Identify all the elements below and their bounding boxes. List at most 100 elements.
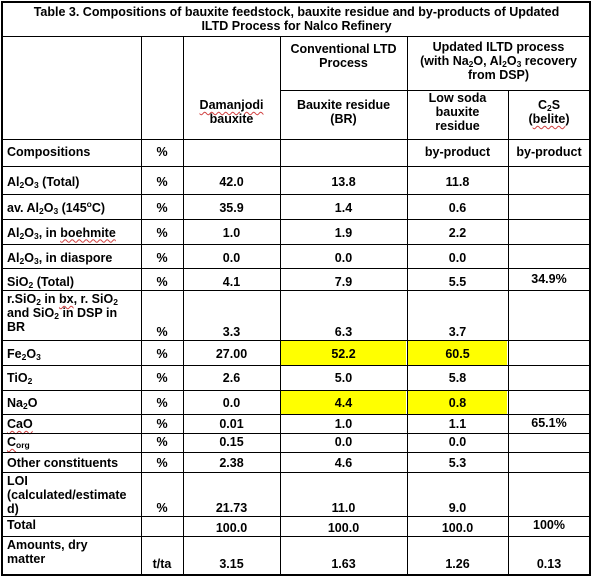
br-cell: 13.8 — [331, 174, 356, 189]
lowsoda-cell: 1.26 — [445, 557, 470, 571]
br-cell: 1.4 — [334, 200, 353, 215]
grid-line — [1, 194, 591, 195]
grid-line — [141, 36, 142, 576]
row-label-sio2-total: SiO2 (Total) — [7, 274, 75, 290]
bauxite-cell: 100.0 — [215, 521, 248, 535]
unit-cell: % — [156, 501, 168, 515]
c2s-cell: by-product — [516, 144, 582, 159]
low-soda-residue-header: Low soda bauxite residue — [428, 91, 487, 133]
lowsoda-cell: 2.2 — [448, 225, 467, 240]
grid-line — [280, 90, 591, 91]
row-label-tio2: TiO2 — [7, 370, 33, 386]
row-label-cao: CaO — [7, 417, 33, 431]
lowsoda-cell: 5.3 — [448, 456, 467, 470]
grid-line — [183, 36, 184, 576]
lowsoda-cell: 1.1 — [448, 417, 467, 431]
lowsoda-cell: 3.7 — [448, 325, 467, 339]
bauxite-cell: 35.9 — [219, 200, 244, 215]
grid-line — [1, 139, 591, 140]
row-label-av-al2o3: av. Al2O3 (145oC) — [7, 198, 106, 216]
lowsoda-cell: 11.8 — [445, 174, 470, 189]
row-label-loi: LOI (calculated/estimate d) — [7, 474, 127, 516]
highlight-lowsoda-fe2o3 — [408, 341, 507, 365]
grid-line — [1, 414, 591, 415]
lowsoda-cell: by-product — [424, 144, 491, 159]
unit-cell: % — [156, 274, 168, 289]
br-cell: 6.3 — [334, 325, 353, 339]
table-title: Table 3. Compositions of bauxite feedsto… — [1, 5, 592, 35]
title-line-2: ILTD Process for Nalco Refinery — [201, 19, 392, 33]
lowsoda-cell: 5.8 — [448, 370, 467, 385]
bauxite-cell: 2.38 — [219, 456, 244, 470]
belite-label: belite — [532, 112, 566, 126]
updated-header-line-2: (with Na2O, Al2O3 recovery — [420, 54, 577, 69]
highlight-lowsoda-na2o — [408, 391, 507, 414]
updated-iltd-header: Updated ILTD process (with Na2O, Al2O3 re… — [420, 40, 577, 82]
c2s-cell: 100% — [533, 518, 565, 532]
unit-cell: % — [156, 417, 168, 431]
conventional-ltd-header: Conventional LTD Process — [290, 42, 397, 70]
c2s-label: C2S — [537, 98, 561, 113]
bauxite-cell: 21.73 — [215, 501, 248, 515]
br-cell: 5.0 — [334, 370, 353, 385]
c2s-belite-header: C2S (belite) — [528, 98, 570, 126]
grid-line — [1, 244, 591, 245]
lowsoda-cell: 60.5 — [445, 346, 470, 361]
grid-line — [508, 90, 509, 576]
damanjodi-bauxite-header: Damanjodi bauxite — [199, 98, 264, 126]
br-cell: 1.0 — [334, 417, 353, 431]
bauxite-cell: 3.3 — [222, 325, 241, 339]
grid-line — [1, 340, 591, 341]
row-label-al2o3-boehmite: Al2O3, in boehmite — [7, 225, 116, 241]
unit-cell: % — [156, 435, 168, 449]
lowsoda-cell: 100.0 — [441, 521, 474, 535]
bauxite-cell: 0.0 — [222, 250, 241, 265]
unit-cell: % — [156, 144, 168, 159]
br-cell: 7.9 — [334, 274, 353, 289]
lowsoda-cell: 0.8 — [448, 395, 467, 410]
unit-cell: % — [156, 395, 168, 410]
bauxite-cell: 0.01 — [219, 417, 244, 431]
row-label-other: Other constituents — [7, 456, 119, 470]
grid-line — [1, 1, 591, 3]
grid-line — [1, 166, 591, 167]
br-cell: 11.0 — [331, 501, 356, 515]
grid-line — [1, 365, 591, 366]
grid-line — [407, 36, 408, 576]
unit-cell: % — [156, 225, 168, 240]
lowsoda-cell: 0.6 — [448, 200, 467, 215]
unit-cell: % — [156, 346, 168, 361]
highlight-br-na2o — [281, 391, 406, 414]
grid-line — [280, 36, 281, 576]
unit-cell: % — [156, 325, 168, 339]
br-cell: 100.0 — [327, 521, 360, 535]
unit-cell: % — [156, 250, 168, 265]
unit-cell: t/ta — [152, 557, 172, 571]
unit-cell: % — [156, 174, 168, 189]
br-cell: 1.63 — [331, 557, 356, 571]
bauxite-cell: 1.0 — [222, 225, 241, 240]
c2s-cell: 0.13 — [536, 557, 562, 571]
br-cell: 1.9 — [334, 225, 353, 240]
lowsoda-cell: 0.0 — [448, 435, 467, 449]
bauxite-cell: 0.15 — [219, 435, 244, 449]
bauxite-cell: 2.6 — [222, 370, 241, 385]
highlight-br-fe2o3 — [281, 341, 406, 365]
row-label-al2o3-diaspore: Al2O3, in diaspore — [7, 250, 113, 266]
row-label-amounts: Amounts, dry matter — [7, 538, 88, 566]
bauxite-cell: 3.15 — [219, 557, 244, 571]
bauxite-cell: 4.1 — [222, 274, 241, 289]
lowsoda-cell: 0.0 — [448, 250, 467, 265]
row-label-reactive-sio2: r.SiO2 in bx, r. SiO2 and SiO2 in DSP in B… — [7, 292, 118, 334]
c2s-cell: 34.9% — [531, 272, 567, 286]
c2s-cell: 65.1% — [531, 416, 567, 430]
title-line-1: Table 3. Compositions of bauxite feedsto… — [33, 5, 560, 19]
grid-line — [1, 290, 591, 291]
br-cell: 52.2 — [331, 346, 356, 361]
grid-line — [1, 536, 591, 537]
grid-line — [1, 516, 591, 517]
grid-line — [1, 219, 591, 220]
grid-line — [1, 452, 591, 453]
unit-cell: % — [156, 200, 168, 215]
